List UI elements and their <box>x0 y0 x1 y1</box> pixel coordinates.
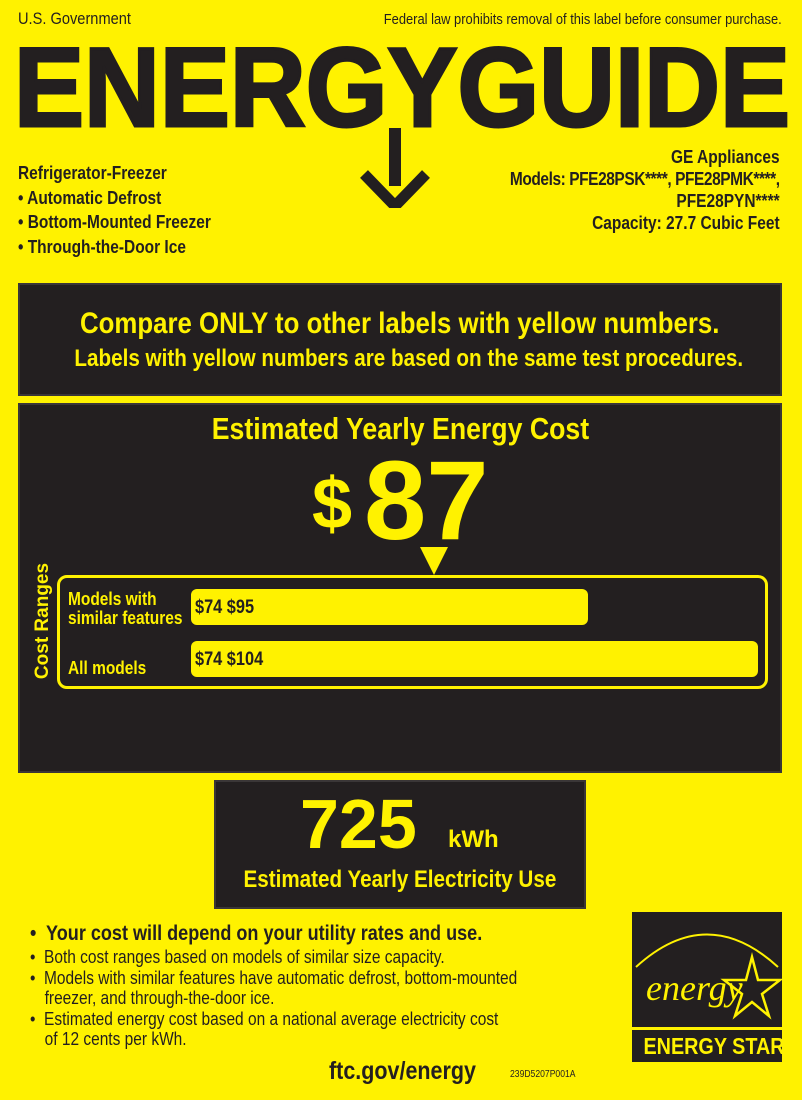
energyguide-logo: ENERGYGUIDE <box>13 36 792 208</box>
electricity-box: 725 kWh Estimated Yearly Electricity Use <box>214 780 586 909</box>
models: Models: PFE28PSK****, PFE28PMK****, <box>510 169 780 189</box>
product-type: Refrigerator-Freezer <box>18 163 167 183</box>
note-item: • Models with similar features have auto… <box>30 967 518 988</box>
cost-ranges-label: Cost Ranges <box>32 562 53 680</box>
note-bold: • Your cost will depend on your utility … <box>30 922 483 945</box>
cost-amount: 87 <box>364 438 489 563</box>
removal-notice: Federal law prohibits removal of this la… <box>384 11 782 28</box>
product-features: Refrigerator-Freezer • Automatic Defrost… <box>18 161 242 259</box>
cost-currency: $ <box>312 464 353 544</box>
range-label-all: All models <box>68 658 147 678</box>
compare-box: Compare ONLY to other labels with yellow… <box>18 283 782 396</box>
models-cont: PFE28PYN**** <box>676 191 780 211</box>
note-item: freezer, and through-the-door ice. <box>44 988 275 1008</box>
note-item: of 12 cents per kWh. <box>44 1029 187 1049</box>
energy-star-label: ENERGY STAR <box>632 1030 785 1062</box>
down-arrow-icon <box>360 128 430 208</box>
brand: GE Appliances <box>671 147 780 167</box>
electricity-value: 725 <box>300 785 417 863</box>
energy-star-logo: energy ENERGY STAR <box>632 912 785 1062</box>
notes: • Your cost will depend on your utility … <box>30 921 597 1050</box>
feature-item: • Through-the-Door Ice <box>18 236 186 257</box>
svg-text:ENERGYGUIDE: ENERGYGUIDE <box>14 36 790 150</box>
electricity-label: Estimated Yearly Electricity Use <box>243 866 557 893</box>
range-bar-similar: $74 $95 <box>191 589 588 625</box>
cost-pointer-icon <box>420 547 448 575</box>
svg-text:energy: energy <box>646 968 743 1008</box>
compare-line2: Labels with yellow numbers are based on … <box>74 345 744 372</box>
compare-line1: Compare ONLY to other labels with yellow… <box>80 307 720 340</box>
cost-box: Estimated Yearly Energy Cost $ 87 Cost R… <box>18 403 782 773</box>
energy-star-icon: energy <box>632 912 784 1027</box>
ftc-url[interactable]: ftc.gov/energy <box>329 1057 476 1085</box>
electricity-unit: kWh <box>448 826 499 853</box>
range-label-similar: Models with similar features <box>68 589 183 628</box>
feature-item: • Bottom-Mounted Freezer <box>18 212 211 232</box>
product-info: GE Appliances Models: PFE28PSK****, PFE2… <box>466 146 780 234</box>
note-item: • Both cost ranges based on models of si… <box>30 947 445 967</box>
capacity: Capacity: 27.7 Cubic Feet <box>592 213 780 233</box>
cost-title: Estimated Yearly Energy Cost <box>211 411 589 446</box>
range-bar-all: $74 $104 <box>191 641 758 677</box>
feature-item: • Automatic Defrost <box>18 187 162 208</box>
note-item: • Estimated energy cost based on a natio… <box>30 1008 499 1029</box>
government-label: U.S. Government <box>18 9 131 28</box>
label-code: 239D5207P001A <box>510 1069 576 1080</box>
cost-ranges-frame: Models with similar features $74 $95 All… <box>57 575 768 689</box>
